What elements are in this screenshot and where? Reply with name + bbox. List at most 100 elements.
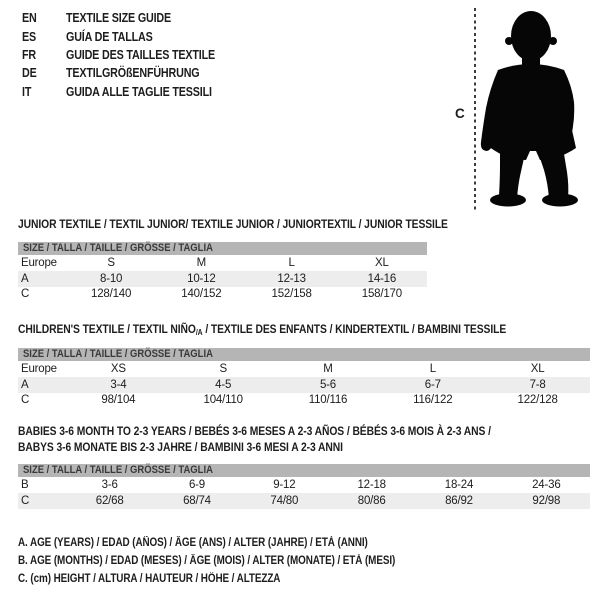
table-cell: S: [219, 362, 227, 375]
language-title: GUIDE DES TAILLES TEXTILE: [66, 47, 216, 62]
children-size-table: SIZE / TALLA / TAILLE / GRÖSSE / TAGLIA …: [18, 348, 590, 408]
size-bar: SIZE / TALLA / TAILLE / GRÖSSE / TAGLIA: [18, 348, 590, 361]
baby-leg-right: [540, 154, 569, 199]
size-bar-label: SIZE / TALLA / TAILLE / GRÖSSE / TAGLIA: [23, 464, 213, 476]
language-row-de: DE TEXTILGRÖßENFÜHRUNG: [22, 64, 239, 82]
size-bar: SIZE / TALLA / TAILLE / GRÖSSE / TAGLIA: [18, 242, 427, 255]
baby-silhouette: [480, 11, 578, 207]
footnote-a-text: A. AGE (YEARS) / EDAD (AÑOS) / ÂGE (ANS)…: [18, 537, 368, 549]
table-cell: 122/128: [517, 394, 558, 407]
table-cell: M: [196, 256, 207, 269]
table-cell: 140/152: [181, 288, 222, 301]
table-cell: 98/104: [101, 394, 136, 407]
table-cell: 104/110: [203, 394, 244, 407]
table-cell: 24-36: [532, 478, 561, 491]
table-cell: 6-9: [188, 478, 205, 491]
table-cell: L: [288, 256, 295, 269]
footnote-c-text: C. (cm) HEIGHT / ALTURA / HAUTEUR / HÖHE…: [18, 573, 281, 585]
table-cell: L: [429, 362, 436, 375]
table-cell: 86/92: [445, 494, 473, 507]
baby-foot-left: [490, 193, 526, 207]
language-title-list: EN TEXTILE SIZE GUIDE ES GUÍA DE TALLAS …: [22, 9, 239, 101]
baby-leg-left: [499, 152, 524, 198]
language-title: TEXTILE SIZE GUIDE: [66, 11, 172, 26]
table-cell: M: [323, 362, 333, 375]
baby-foot-right: [542, 193, 578, 207]
table-row: B 3-6 6-9 9-12 12-18 18-24 24-36: [18, 477, 590, 493]
row-label: Europe: [21, 256, 57, 269]
row-label: A: [21, 272, 29, 285]
table-cell: 62/68: [95, 494, 124, 507]
footnote-c: C. (cm) HEIGHT / ALTURA / HAUTEUR / HÖHE…: [18, 573, 323, 585]
footnote-a: A. AGE (YEARS) / EDAD (AÑOS) / ÂGE (ANS)…: [18, 537, 425, 549]
language-row-es: ES GUÍA DE TALLAS: [22, 27, 239, 45]
baby-torso: [494, 64, 568, 124]
babies-size-table: SIZE / TALLA / TAILLE / GRÖSSE / TAGLIA …: [18, 464, 590, 509]
table-row: C 98/104 104/110 110/116 116/122 122/128: [18, 393, 590, 409]
height-measure-dotted-line: [474, 8, 476, 210]
table-cell: 12-13: [277, 272, 306, 285]
babies-heading-line1: BABIES 3-6 MONTH TO 2-3 YEARS / BEBÉS 3-…: [18, 424, 491, 438]
language-row-fr: FR GUIDE DES TAILLES TEXTILE: [22, 46, 239, 64]
language-code: DE: [22, 66, 37, 81]
junior-size-table: SIZE / TALLA / TAILLE / GRÖSSE / TAGLIA …: [18, 242, 427, 302]
table-cell: 158/170: [361, 288, 402, 301]
table-cell: 110/116: [308, 394, 348, 407]
size-bar-label: SIZE / TALLA / TAILLE / GRÖSSE / TAGLIA: [23, 348, 213, 360]
table-cell: 3-4: [110, 378, 127, 391]
table-row: Europe XS S M L XL: [18, 361, 590, 377]
language-code: FR: [22, 47, 36, 62]
language-row-en: EN TEXTILE SIZE GUIDE: [22, 9, 239, 27]
table-cell: S: [107, 256, 115, 269]
babies-heading-line2: BABYS 3-6 MONATE BIS 2-3 JAHRE / BAMBINI…: [18, 439, 343, 454]
row-label: C: [21, 394, 30, 407]
table-cell: 68/74: [183, 494, 211, 507]
table-cell: 4-5: [215, 378, 232, 391]
children-heading-pre: CHILDREN'S TEXTILE / TEXTIL NIÑO: [18, 322, 196, 336]
baby-head: [511, 11, 551, 61]
row-label: A: [21, 378, 29, 391]
table-cell: XS: [110, 362, 126, 375]
table-cell: 12-18: [357, 478, 386, 491]
row-label: C: [21, 494, 30, 507]
table-row: C 62/68 68/74 74/80 80/86 86/92 92/98: [18, 492, 590, 509]
language-title: TEXTILGRÖßENFÜHRUNG: [66, 66, 200, 81]
language-code: ES: [22, 29, 37, 44]
language-title: GUIDA ALLE TAGLIE TESSILI: [66, 84, 212, 99]
babies-section-heading: BABIES 3-6 MONTH TO 2-3 YEARS / BEBÉS 3-…: [18, 424, 568, 455]
table-cell: XL: [375, 256, 389, 269]
children-table-grid: Europe XS S M L XL A 3-4 4-5 5-6 6-7 7-8…: [18, 361, 590, 408]
babies-table-grid: B 3-6 6-9 9-12 12-18 18-24 24-36 C 62/68…: [18, 477, 590, 509]
table-cell: 9-12: [273, 478, 296, 491]
size-bar-label: SIZE / TALLA / TAILLE / GRÖSSE / TAGLIA: [23, 242, 213, 254]
table-cell: 3-6: [101, 478, 118, 491]
children-section-heading-text: CHILDREN'S TEXTILE / TEXTIL NIÑO/A / TEX…: [18, 322, 506, 341]
children-section-heading: CHILDREN'S TEXTILE / TEXTIL NIÑO/A / TEX…: [18, 322, 586, 341]
table-cell: 116/122: [413, 394, 453, 407]
table-cell: 152/158: [271, 288, 312, 301]
junior-table-grid: Europe S M L XL A 8-10 10-12 12-13 14-16…: [18, 255, 427, 302]
table-cell: 10-12: [187, 272, 216, 285]
table-cell: 74/80: [270, 494, 299, 507]
language-row-it: IT GUIDA ALLE TAGLIE TESSILI: [22, 83, 239, 101]
language-code: EN: [22, 11, 37, 26]
language-code: IT: [22, 84, 32, 99]
children-heading-post: / TEXTILE DES ENFANTS / KINDERTEXTIL / B…: [202, 322, 507, 336]
junior-section-heading-text: JUNIOR TEXTILE / TEXTIL JUNIOR/ TEXTILE …: [18, 217, 448, 231]
baby-arm-left: [480, 70, 502, 151]
table-cell: 7-8: [529, 378, 546, 391]
baby-shorts: [488, 112, 576, 160]
table-cell: 80/86: [357, 494, 386, 507]
table-cell: 6-7: [424, 378, 441, 391]
baby-ear-left: [505, 37, 513, 45]
table-cell: 8-10: [100, 272, 123, 285]
table-cell: 128/140: [91, 288, 132, 301]
baby-ear-right: [549, 37, 557, 45]
language-title: GUÍA DE TALLAS: [66, 29, 153, 44]
size-bar: SIZE / TALLA / TAILLE / GRÖSSE / TAGLIA: [18, 464, 590, 477]
table-row: Europe S M L XL: [18, 255, 427, 271]
figure-height-label: C: [455, 106, 465, 121]
footnote-b: B. AGE (MONTHS) / EDAD (MESES) / ÂGE (MO…: [18, 555, 457, 567]
children-heading-sub: /A: [195, 328, 203, 337]
